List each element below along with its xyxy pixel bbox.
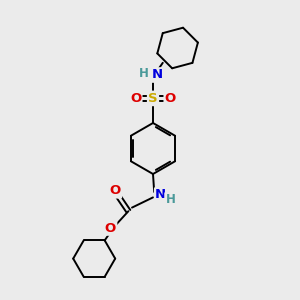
Text: O: O <box>165 92 176 105</box>
Text: N: N <box>155 188 166 202</box>
Text: S: S <box>148 92 158 105</box>
Text: O: O <box>105 221 116 235</box>
Text: O: O <box>130 92 141 105</box>
Text: O: O <box>110 184 121 197</box>
Text: H: H <box>139 67 149 80</box>
Text: H: H <box>166 193 175 206</box>
Text: N: N <box>152 68 163 82</box>
